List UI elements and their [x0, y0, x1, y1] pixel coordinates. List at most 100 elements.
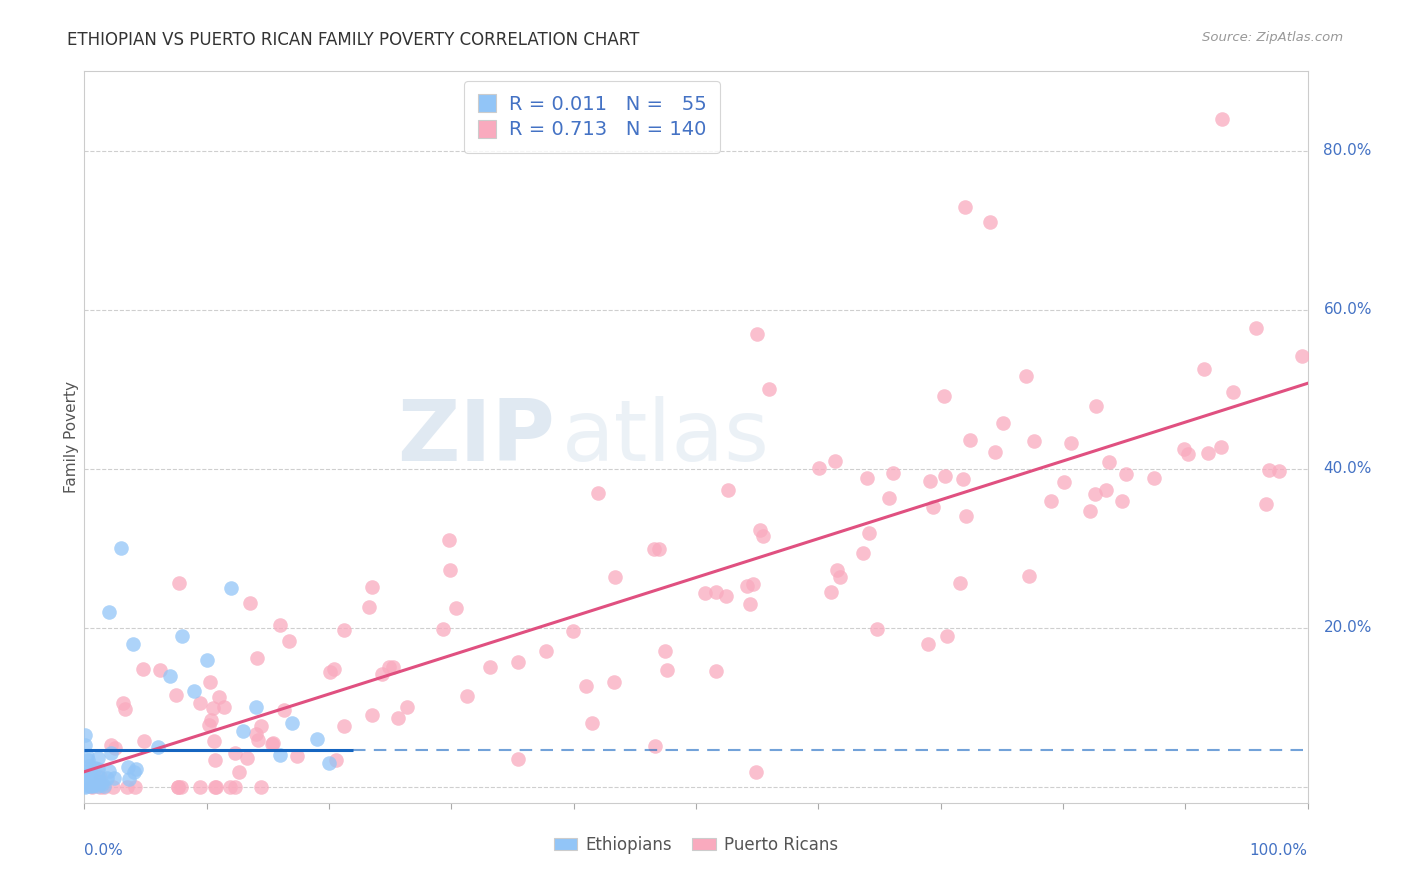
Point	[1053, 475, 1076, 490]
Point	[877, 491, 900, 506]
Point	[208, 690, 231, 704]
Point	[444, 601, 467, 615]
Point	[586, 485, 609, 500]
Point	[371, 667, 394, 681]
Point	[87, 774, 110, 789]
Point	[204, 780, 226, 794]
Point	[97, 764, 120, 779]
Point	[96, 771, 118, 785]
Point	[165, 689, 187, 703]
Point	[575, 679, 598, 693]
Point	[204, 780, 226, 794]
Point	[657, 663, 679, 677]
Text: atlas: atlas	[561, 395, 769, 479]
Point	[1022, 434, 1045, 448]
Point	[269, 618, 291, 632]
Point	[273, 703, 295, 717]
Point	[75, 779, 97, 793]
Point	[747, 326, 769, 341]
Point	[318, 756, 340, 770]
Point	[110, 541, 132, 556]
Point	[1040, 493, 1063, 508]
Point	[305, 732, 328, 747]
Point	[382, 660, 405, 674]
Point	[704, 585, 727, 599]
Point	[479, 660, 502, 674]
Point	[993, 417, 1015, 431]
Point	[1173, 442, 1195, 456]
Point	[748, 523, 770, 537]
Text: Source: ZipAtlas.com: Source: ZipAtlas.com	[1202, 31, 1343, 45]
Text: 80.0%: 80.0%	[1323, 144, 1372, 159]
Text: 40.0%: 40.0%	[1323, 461, 1372, 476]
Point	[737, 579, 759, 593]
Point	[1244, 321, 1267, 335]
Point	[643, 542, 665, 557]
Point	[79, 762, 101, 776]
Point	[979, 215, 1001, 229]
Point	[82, 780, 104, 794]
Point	[204, 753, 226, 767]
Point	[508, 752, 530, 766]
Point	[866, 623, 889, 637]
Point	[936, 629, 959, 643]
Point	[741, 576, 763, 591]
Point	[76, 753, 98, 767]
Point	[134, 733, 156, 747]
Point	[717, 483, 740, 497]
Point	[603, 675, 626, 690]
Point	[75, 780, 97, 794]
Point	[508, 655, 530, 669]
Text: 20.0%: 20.0%	[1323, 621, 1372, 635]
Point	[439, 563, 461, 577]
Point	[76, 749, 98, 764]
Point	[439, 533, 461, 547]
Point	[146, 740, 169, 755]
Point	[75, 775, 97, 789]
Point	[1291, 349, 1313, 363]
Point	[882, 466, 904, 480]
Point	[830, 570, 852, 584]
Point	[534, 644, 557, 658]
Point	[76, 778, 98, 792]
Point	[1015, 369, 1038, 384]
Point	[224, 780, 246, 794]
Point	[333, 719, 356, 733]
Point	[219, 581, 242, 595]
Point	[644, 739, 666, 754]
Point	[1177, 447, 1199, 461]
Point	[953, 200, 976, 214]
Text: 0.0%: 0.0%	[84, 843, 124, 858]
Point	[167, 780, 190, 794]
Point	[758, 383, 780, 397]
Point	[1211, 112, 1233, 126]
Point	[654, 644, 676, 658]
Point	[80, 780, 103, 794]
Point	[122, 765, 145, 780]
Point	[172, 629, 194, 643]
Point	[740, 598, 762, 612]
Legend: Ethiopians, Puerto Ricans: Ethiopians, Puerto Ricans	[547, 829, 845, 860]
Point	[93, 780, 115, 794]
Point	[1209, 440, 1232, 454]
Point	[103, 740, 125, 755]
Point	[198, 675, 221, 690]
Text: ZIP: ZIP	[398, 395, 555, 479]
Point	[952, 472, 974, 486]
Point	[1084, 400, 1107, 414]
Point	[82, 780, 104, 794]
Point	[202, 701, 225, 715]
Point	[1143, 471, 1166, 485]
Point	[360, 708, 382, 723]
Point	[260, 737, 283, 751]
Point	[693, 586, 716, 600]
Point	[432, 622, 454, 636]
Point	[202, 734, 225, 748]
Point	[100, 738, 122, 752]
Text: ETHIOPIAN VS PUERTO RICAN FAMILY POVERTY CORRELATION CHART: ETHIOPIAN VS PUERTO RICAN FAMILY POVERTY…	[67, 31, 640, 49]
Point	[1111, 493, 1133, 508]
Point	[169, 575, 191, 590]
Point	[232, 724, 254, 739]
Point	[93, 780, 115, 794]
Point	[325, 753, 347, 767]
